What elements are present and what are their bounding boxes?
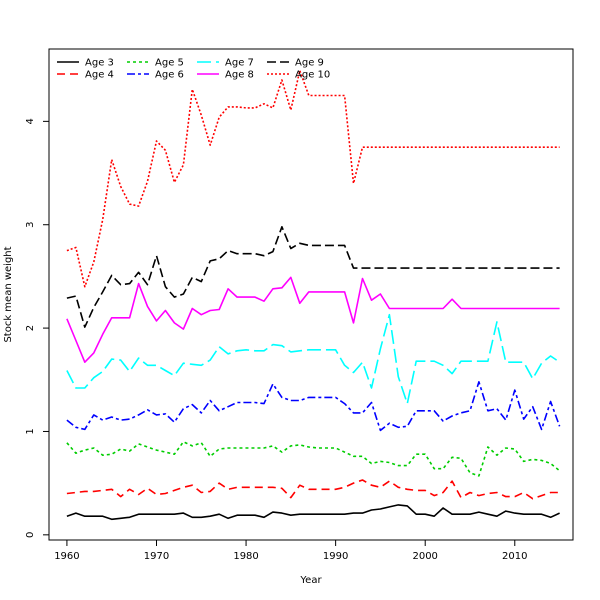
y-tick-label: 2 [25,325,36,331]
legend-item-age-4: Age 4 [57,70,114,81]
legend-label: Age 8 [225,70,254,81]
y-tick-label: 0 [25,532,36,538]
legend-item-age-3: Age 3 [57,58,114,69]
series-line-age-9 [66,226,560,328]
series-line-age-6 [66,380,561,432]
x-axis-title: Year [299,575,322,586]
y-axis: 0 1 2 3 4 [25,118,49,538]
x-tick-label: 1970 [144,551,169,562]
series-line-age-4 [66,479,560,500]
series-line-age-8 [66,276,560,364]
series-line-age-3 [66,504,560,521]
y-tick-label: 4 [25,118,36,124]
x-tick-label: 2010 [502,551,527,562]
legend-label: Age 5 [155,58,184,69]
plot-frame [48,48,574,541]
series-line-age-7 [66,313,561,405]
legend-item-age-8: Age 8 [197,70,254,81]
x-tick-label: 1960 [54,551,79,562]
legend-item-age-5: Age 5 [127,58,184,69]
legend-item-age-7: Age 7 [197,58,254,69]
legend-item-age-9: Age 9 [267,58,324,69]
series-layer [66,69,561,521]
x-tick-label: 2000 [412,551,437,562]
legend-item-age-10: Age 10 [267,70,330,81]
y-tick-label: 1 [25,428,36,434]
x-tick-label: 1980 [233,551,258,562]
legend-label: Age 10 [295,70,330,81]
legend-item-age-6: Age 6 [127,70,184,81]
y-tick-label: 3 [25,222,36,228]
x-axis: 1960 1970 1980 1990 2000 2010 [54,540,528,562]
legend-label: Age 4 [85,70,114,81]
series-line-age-5 [66,440,561,477]
legend-label: Age 6 [155,70,184,81]
legend-label: Age 9 [295,58,324,69]
y-axis-title: Stock mean weight [3,246,14,342]
legend-label: Age 3 [85,58,114,69]
legend-label: Age 7 [225,58,254,69]
x-tick-label: 1990 [323,551,348,562]
